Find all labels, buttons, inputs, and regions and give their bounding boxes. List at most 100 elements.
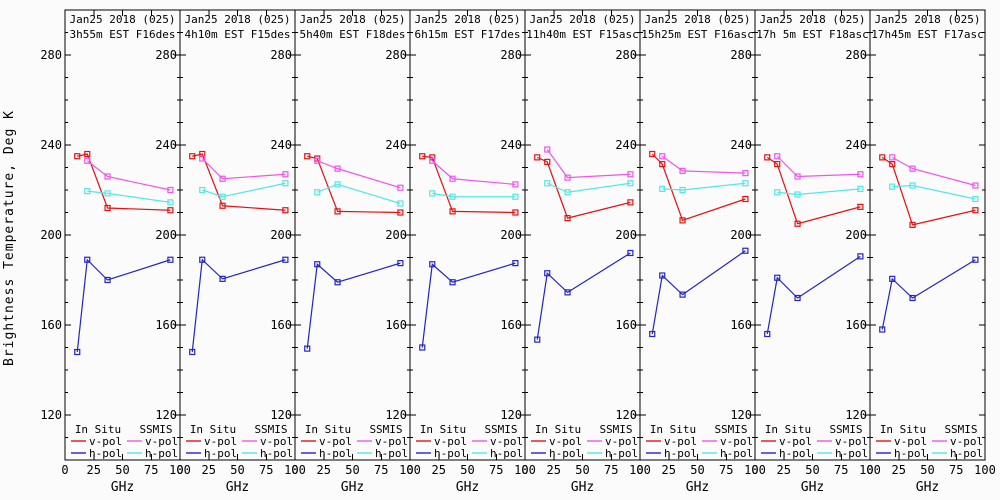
marker-insitu-h-pol bbox=[774, 274, 781, 281]
y-tick-label: 160 bbox=[500, 318, 522, 332]
y-tick-label: 280 bbox=[615, 48, 637, 62]
marker-insitu-h-pol bbox=[879, 326, 886, 333]
series-ssmis-v-pol bbox=[317, 160, 401, 189]
x-tick-label: 75 bbox=[719, 463, 733, 477]
x-tick-label: 100 bbox=[974, 463, 996, 477]
marker-ssmis-h-pol bbox=[909, 182, 916, 189]
legend-label: v-pol bbox=[89, 435, 122, 448]
x-tick-label: 100 bbox=[744, 463, 766, 477]
marker-ssmis-v-pol bbox=[104, 173, 111, 180]
y-tick-label: 240 bbox=[40, 138, 62, 152]
marker-insitu-h-pol bbox=[334, 279, 341, 286]
x-axis-label: GHz bbox=[226, 480, 249, 495]
marker-ssmis-h-pol bbox=[627, 180, 634, 187]
y-tick-label: 120 bbox=[270, 408, 292, 422]
x-axis-label: GHz bbox=[111, 480, 134, 495]
legend-label: h-pol bbox=[779, 447, 812, 460]
marker-insitu-h-pol bbox=[794, 294, 801, 302]
legend-label: h-pol bbox=[835, 447, 868, 460]
marker-insitu-v-pol bbox=[219, 202, 226, 209]
legend-header: In Situ bbox=[420, 423, 466, 436]
series-ssmis-v-pol bbox=[776, 155, 861, 178]
panel-title-pass: 6h15m EST F17des bbox=[415, 28, 521, 41]
y-tick-label: 200 bbox=[730, 228, 752, 242]
panel-6: 120 160 200 240 280 0 25 50 75 100 GHz Jan25 2018 (… bbox=[615, 9, 766, 495]
series-insitu-v-pol bbox=[307, 155, 401, 214]
y-tick-label: 200 bbox=[385, 228, 407, 242]
y-tick-label: 120 bbox=[385, 408, 407, 422]
marker-ssmis-v-pol bbox=[659, 153, 666, 160]
x-tick-label: 100 bbox=[169, 463, 191, 477]
marker-ssmis-v-pol bbox=[397, 184, 404, 191]
series-insitu-h-pol bbox=[651, 250, 746, 335]
marker-insitu-h-pol bbox=[534, 336, 541, 343]
legend-label: h-pol bbox=[664, 447, 697, 460]
y-tick-label: 200 bbox=[40, 228, 62, 242]
series-insitu-h-pol bbox=[191, 258, 286, 353]
marker-insitu-v-pol bbox=[534, 154, 541, 161]
marker-insitu-v-pol bbox=[449, 208, 456, 215]
x-tick-label: 100 bbox=[399, 463, 421, 477]
legend-label: h-pol bbox=[204, 447, 237, 460]
marker-insitu-h-pol bbox=[304, 345, 311, 352]
marker-ssmis-v-pol bbox=[972, 182, 979, 189]
x-tick-label: 50 bbox=[805, 463, 819, 477]
marker-insitu-h-pol bbox=[627, 249, 634, 257]
marker-ssmis-h-pol bbox=[334, 181, 341, 188]
panel-8: 120 160 200 240 280 0 25 50 75 100 GHz Jan25 2018 (… bbox=[845, 9, 996, 495]
marker-ssmis-v-pol bbox=[167, 186, 174, 194]
series-ssmis-h-pol bbox=[87, 190, 171, 203]
panel-2: 120 160 200 240 280 0 25 50 75 100 GHz Jan25 2018 (… bbox=[155, 9, 306, 495]
series-insitu-v-pol bbox=[537, 156, 631, 219]
legend-label: h-pol bbox=[950, 447, 983, 460]
marker-insitu-h-pol bbox=[397, 260, 404, 267]
marker-ssmis-v-pol bbox=[627, 171, 634, 178]
marker-ssmis-v-pol bbox=[742, 170, 749, 177]
marker-ssmis-h-pol bbox=[219, 193, 226, 200]
marker-ssmis-h-pol bbox=[774, 189, 781, 196]
marker-insitu-v-pol bbox=[74, 153, 81, 160]
marker-insitu-h-pol bbox=[419, 344, 426, 351]
y-tick-label: 160 bbox=[385, 318, 407, 332]
marker-ssmis-h-pol bbox=[564, 189, 571, 196]
marker-insitu-v-pol bbox=[764, 154, 771, 161]
panel-7: 120 160 200 240 280 0 25 50 75 100 GHz Jan25 2018 (… bbox=[730, 9, 881, 495]
panel-border bbox=[869, 9, 986, 461]
marker-insitu-v-pol bbox=[397, 209, 404, 216]
marker-ssmis-h-pol bbox=[794, 191, 801, 198]
marker-insitu-h-pol bbox=[282, 256, 289, 263]
marker-ssmis-h-pol bbox=[857, 185, 864, 192]
panel-title-pass: 4h10m EST F15des bbox=[185, 28, 291, 41]
marker-insitu-h-pol bbox=[659, 272, 666, 279]
series-insitu-h-pol bbox=[306, 262, 401, 349]
legend-label: v-pol bbox=[549, 435, 582, 448]
marker-insitu-v-pol bbox=[564, 215, 571, 222]
marker-insitu-h-pol bbox=[449, 279, 456, 286]
marker-insitu-h-pol bbox=[972, 256, 979, 263]
series-insitu-h-pol bbox=[881, 259, 976, 330]
marker-insitu-h-pol bbox=[764, 330, 771, 338]
marker-insitu-v-pol bbox=[419, 153, 426, 160]
y-tick-label: 200 bbox=[500, 228, 522, 242]
y-tick-label: 280 bbox=[500, 48, 522, 62]
y-tick-label: 200 bbox=[615, 228, 637, 242]
marker-insitu-h-pol bbox=[909, 294, 916, 302]
x-tick-label: 25 bbox=[87, 463, 101, 477]
marker-insitu-v-pol bbox=[282, 207, 289, 214]
legend-header: In Situ bbox=[75, 423, 121, 436]
series-insitu-v-pol bbox=[422, 155, 516, 214]
y-tick-label: 120 bbox=[730, 408, 752, 422]
y-tick-label: 280 bbox=[845, 48, 867, 62]
marker-insitu-v-pol bbox=[512, 209, 519, 216]
x-axis-label: GHz bbox=[801, 480, 824, 495]
marker-insitu-v-pol bbox=[189, 153, 196, 160]
x-tick-label: 0 bbox=[751, 463, 758, 477]
x-tick-label: 25 bbox=[432, 463, 446, 477]
series-ssmis-h-pol bbox=[432, 192, 516, 198]
marker-ssmis-v-pol bbox=[84, 157, 91, 164]
marker-insitu-h-pol bbox=[649, 330, 656, 338]
legend-header: SSMIS bbox=[829, 423, 862, 436]
marker-insitu-h-pol bbox=[889, 275, 896, 282]
panel-1: 120 160 200 240 280 0 25 50 75 100 GHz Jan25 2018 (… bbox=[40, 9, 191, 495]
